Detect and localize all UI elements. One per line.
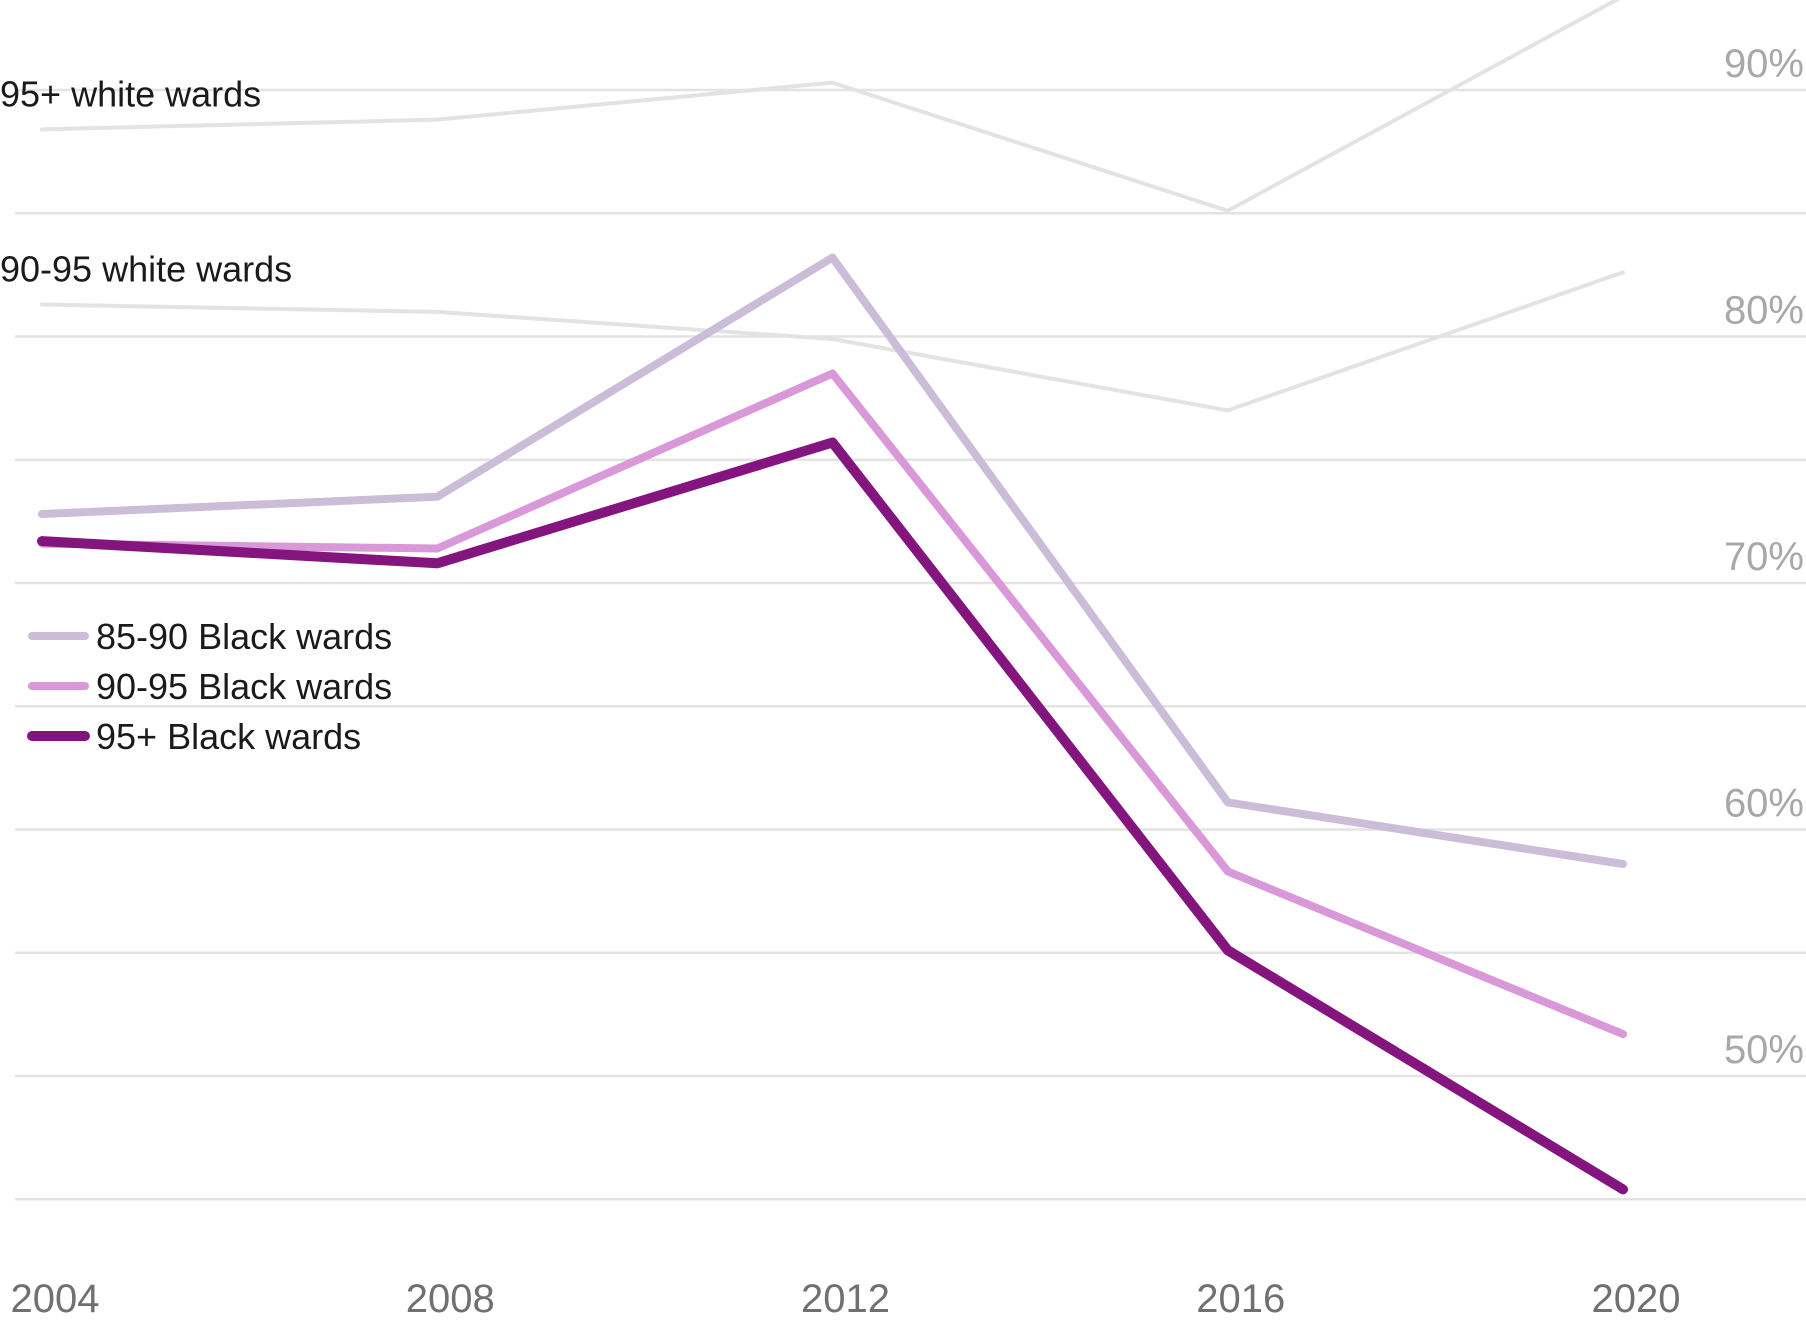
- series-line-95-black-wards: [37, 437, 1628, 1195]
- x-tick-label: 2008: [406, 1277, 495, 1321]
- legend-label: 95+ Black wards: [96, 716, 361, 757]
- x-tick-label: 2020: [1592, 1277, 1681, 1321]
- y-tick-label: 60%: [1724, 782, 1804, 826]
- x-tick-label: 2016: [1196, 1277, 1285, 1321]
- legend-label: 90-95 Black wards: [96, 666, 392, 707]
- direct-labels: 95+ white wards 90-95 white wards: [0, 73, 292, 289]
- x-tick-label: 2012: [801, 1277, 890, 1321]
- y-tick-label: 90%: [1724, 42, 1804, 86]
- legend-label: 85-90 Black wards: [96, 616, 392, 657]
- series-line-95-white-wards: [40, 0, 1621, 213]
- series-lines: [37, 0, 1628, 1195]
- y-tick-label: 70%: [1724, 535, 1804, 579]
- series-line-90-95-white-wards: [40, 270, 1625, 413]
- x-tick-label: 2004: [11, 1277, 100, 1321]
- series-line-90-95-black-wards: [38, 369, 1627, 1039]
- series-label: 90-95 white wards: [0, 248, 292, 289]
- y-axis-ticks: 50% 60% 70% 80% 90%: [1724, 42, 1804, 1072]
- x-axis-ticks: 2004 2008 2012 2016 2020: [11, 1277, 1681, 1321]
- series-label: 95+ white wards: [0, 73, 261, 114]
- y-tick-label: 50%: [1724, 1028, 1804, 1072]
- gridlines: [15, 88, 1806, 1201]
- series-line-85-90-black-wards: [38, 253, 1627, 868]
- legend: 85-90 Black wards 90-95 Black wards 95+ Bl…: [27, 616, 392, 757]
- y-tick-label: 80%: [1724, 289, 1804, 333]
